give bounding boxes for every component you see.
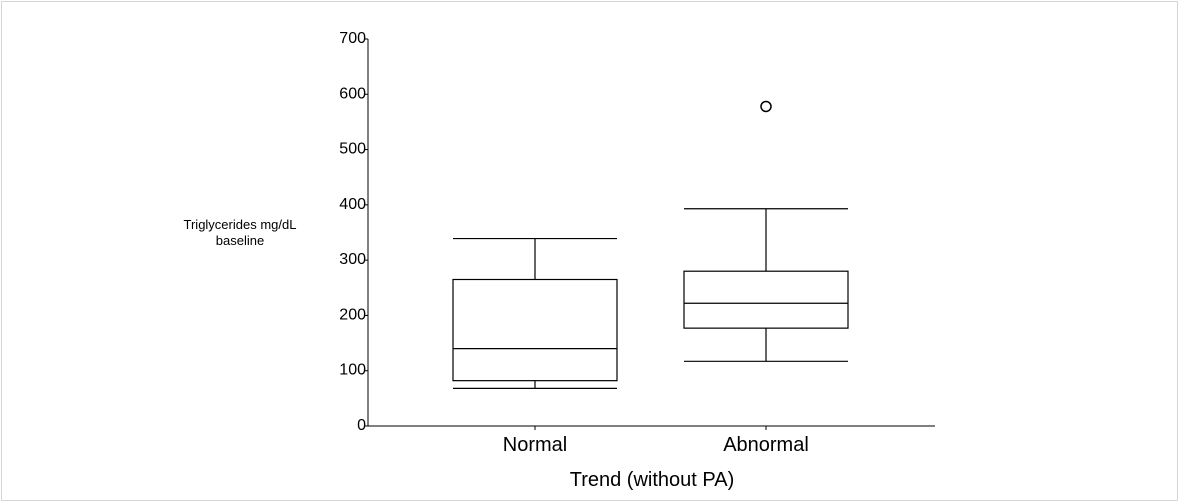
y-tick-label: 400 (339, 196, 366, 213)
x-axis-title: Trend (without PA) (570, 469, 735, 491)
iqr-box (683, 270, 849, 329)
x-tick-label: Normal (503, 434, 567, 456)
y-tick-label: 600 (339, 85, 366, 102)
box-abnormal (683, 100, 849, 362)
y-tick-label: 700 (339, 30, 366, 47)
y-tick-label: 300 (339, 251, 366, 268)
outlier-point (760, 100, 772, 113)
boxes (452, 100, 849, 390)
y-axis-label-line2: baseline (216, 233, 264, 248)
y-tick-label: 0 (357, 417, 366, 434)
y-tick-label: 100 (339, 362, 366, 379)
y-axis: 0 100 200 300 400 500 600 700 (339, 30, 369, 434)
y-axis-label-line1: Triglycerides mg/dL (184, 217, 297, 232)
y-tick-label: 200 (339, 306, 366, 323)
x-axis: Normal Abnormal (364, 425, 935, 456)
box-normal (452, 237, 618, 390)
x-tick-label: Abnormal (723, 434, 809, 456)
iqr-box (452, 278, 618, 382)
y-tick-label: 500 (339, 141, 366, 158)
